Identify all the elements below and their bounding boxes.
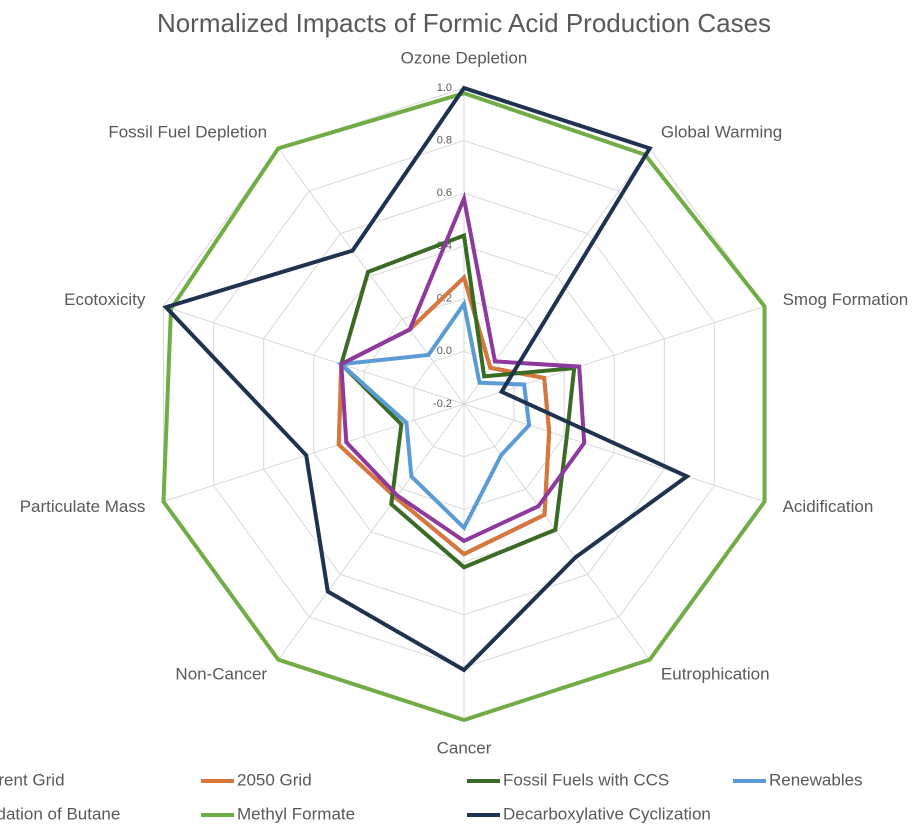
axis-label: Eutrophication xyxy=(661,665,770,684)
tick-label: -0.2 xyxy=(433,398,452,410)
legend-label: Renewables xyxy=(769,770,863,789)
series-line xyxy=(339,232,577,570)
axis-label: Non-Cancer xyxy=(175,665,267,684)
series-line xyxy=(339,191,587,544)
series-line xyxy=(162,85,691,673)
axis-label: Acidification xyxy=(783,497,874,516)
axis-label: Cancer xyxy=(437,738,492,757)
axis-label: Global Warming xyxy=(661,122,782,141)
legend-label: Oxidation of Butane xyxy=(0,804,120,823)
legend-label: 2050 Grid xyxy=(237,770,312,789)
axis-label: Ecotoxicity xyxy=(64,290,146,309)
spoke xyxy=(463,403,765,503)
spoke xyxy=(463,305,765,405)
legend-label: Decarboxylative Cyclization xyxy=(503,804,711,823)
tick-label: 1.0 xyxy=(437,82,452,94)
axis-label: Ozone Depletion xyxy=(401,48,528,67)
spoke xyxy=(163,403,465,503)
legend-label: Methyl Formate xyxy=(237,804,355,823)
series-line xyxy=(336,298,532,532)
chart-title: Normalized Impacts of Formic Acid Produc… xyxy=(157,8,771,38)
axis-label: Fossil Fuel Depletion xyxy=(108,122,267,141)
series-line xyxy=(161,91,767,723)
axis-label: Smog Formation xyxy=(783,290,909,309)
tick-label: 0.8 xyxy=(437,135,452,147)
tick-label: 0.0 xyxy=(437,345,452,357)
spoke xyxy=(277,403,465,660)
legend-label: Fossil Fuels with CCS xyxy=(503,770,669,789)
tick-label: 0.6 xyxy=(437,187,452,199)
axis-label: Particulate Mass xyxy=(20,497,146,516)
series-line xyxy=(336,273,552,557)
spoke xyxy=(163,305,465,405)
series-line xyxy=(336,273,552,557)
legend-label: Current Grid xyxy=(0,770,65,789)
spoke xyxy=(277,148,465,405)
spoke xyxy=(463,403,651,660)
